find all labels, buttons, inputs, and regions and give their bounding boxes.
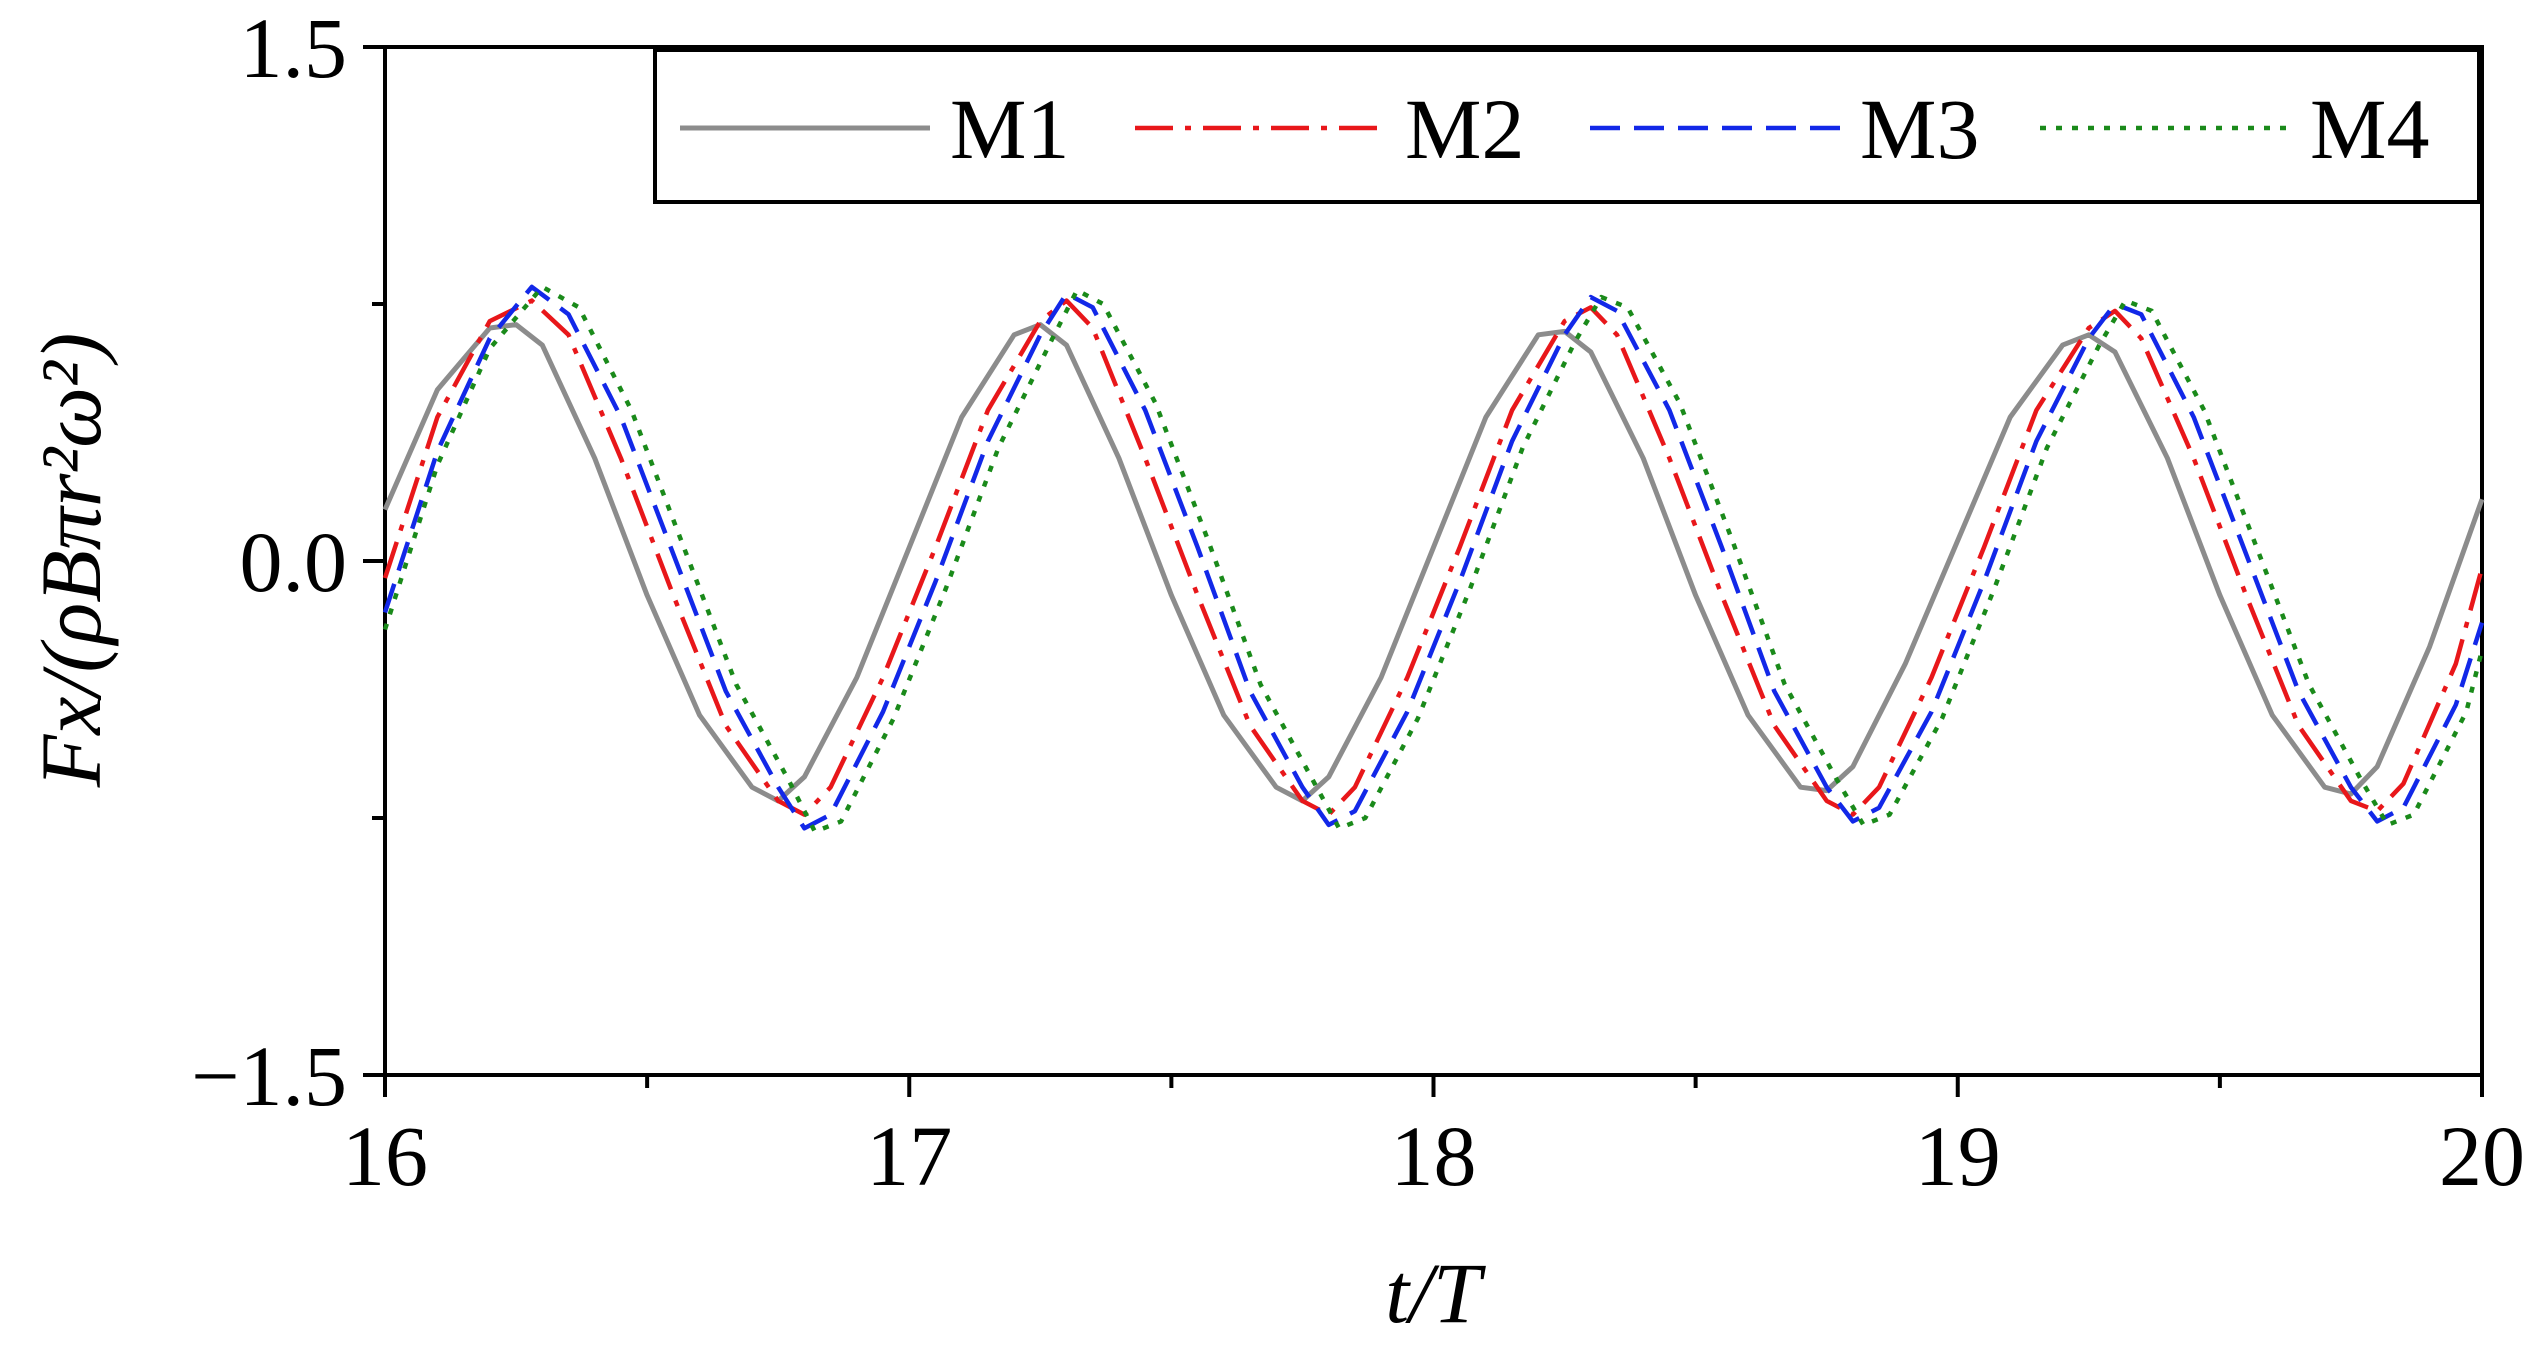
legend-label-M1: M1 bbox=[950, 81, 1069, 177]
x-tick-label: 17 bbox=[866, 1108, 952, 1204]
legend-box bbox=[653, 48, 2481, 204]
series-layer bbox=[382, 284, 2485, 834]
y-tick-label: 0.0 bbox=[240, 514, 348, 610]
series-line-M1 bbox=[382, 322, 2485, 804]
legend-label-M2: M2 bbox=[1405, 81, 1524, 177]
series-line-M3 bbox=[382, 284, 2485, 831]
legend: M1 M2 M3 M4 bbox=[680, 81, 2429, 177]
legend-label-M3: M3 bbox=[1860, 81, 1979, 177]
tick-layer: 16 17 18 19 20 1.5 0.0 −1.5 bbox=[191, 0, 2525, 1204]
x-tick-label: 16 bbox=[342, 1108, 428, 1204]
series-line-M2 bbox=[382, 298, 2485, 817]
x-tick-label: 18 bbox=[1391, 1108, 1477, 1204]
y-axis-title: Fx/(ρBπr²ω²) bbox=[23, 333, 119, 789]
legend-label-M4: M4 bbox=[2310, 81, 2429, 177]
series-line-M4 bbox=[382, 284, 2485, 834]
x-tick-label: 20 bbox=[2439, 1108, 2525, 1204]
y-tick-label: 1.5 bbox=[240, 0, 348, 96]
x-tick-label: 19 bbox=[1915, 1108, 2001, 1204]
y-tick-label: −1.5 bbox=[191, 1028, 347, 1124]
x-axis-title: t/T bbox=[1385, 1245, 1486, 1341]
